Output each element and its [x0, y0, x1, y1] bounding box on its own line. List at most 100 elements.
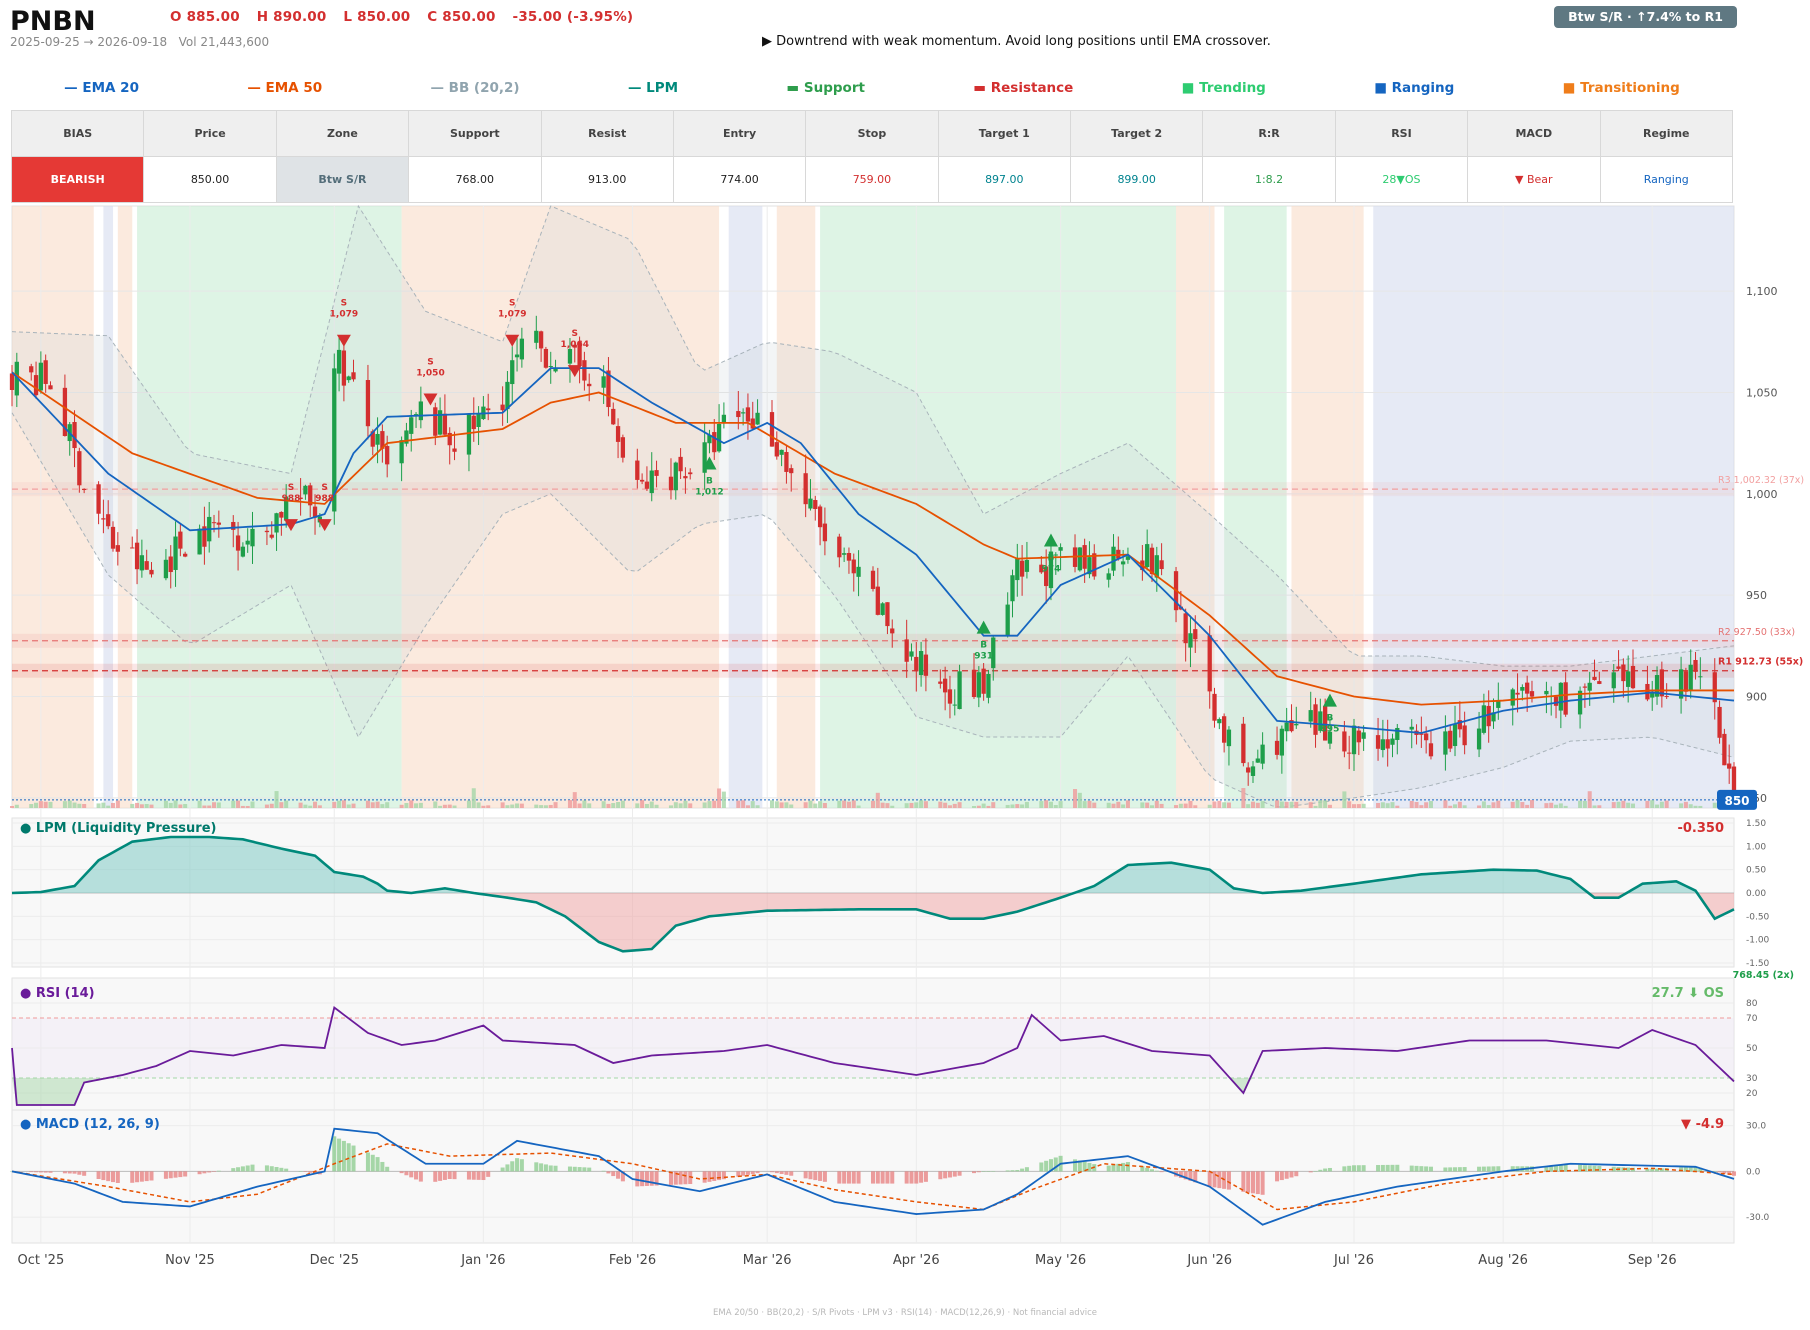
macd-histogram-bar	[750, 1171, 755, 1174]
macd-histogram-bar	[741, 1171, 746, 1176]
candle-body	[986, 673, 991, 698]
candle-body	[1274, 740, 1280, 755]
macd-histogram-bar	[774, 1171, 779, 1174]
volume-bar	[1664, 800, 1669, 808]
volume-bar	[1525, 804, 1530, 808]
sell-signal-value: 1,064	[561, 340, 589, 350]
volume-bar	[298, 802, 303, 808]
macd-histogram-bar	[183, 1171, 188, 1177]
macd-histogram-bar	[466, 1171, 471, 1180]
volume-bar	[1048, 801, 1053, 808]
candle-body	[433, 407, 438, 436]
volume-bar	[909, 802, 914, 808]
level-label: R1 912.73 (55x)	[1718, 657, 1803, 668]
candle-body	[644, 481, 650, 489]
candle-body	[77, 451, 82, 486]
macd-histogram-bar	[486, 1171, 491, 1177]
volume-bar	[183, 804, 188, 808]
macd-histogram-bar	[1477, 1166, 1482, 1172]
macd-histogram-bar	[1145, 1167, 1150, 1172]
volume-bar	[399, 804, 404, 808]
macd-line	[11, 1127, 1735, 1226]
volume-bar	[1592, 805, 1597, 808]
volume-bar	[577, 803, 582, 808]
volume-bar	[1453, 804, 1458, 808]
macd-histogram-bar	[1250, 1171, 1256, 1194]
candle-body	[856, 566, 861, 577]
macd-histogram-bar	[1294, 1171, 1299, 1177]
volume-bar	[846, 801, 851, 808]
candle-body	[1587, 682, 1592, 691]
macd-histogram-bar	[269, 1166, 274, 1172]
candle-body	[572, 344, 577, 348]
candle-body	[1125, 556, 1131, 560]
macd-histogram-bar	[1582, 1165, 1587, 1172]
candle-body	[654, 470, 659, 476]
macd-histogram-bar	[755, 1171, 760, 1174]
candle-body	[851, 559, 856, 574]
macd-histogram-bar	[1212, 1171, 1217, 1188]
volume-bar	[274, 791, 279, 808]
volume-bar	[1289, 801, 1294, 808]
macd-histogram-bar	[1039, 1162, 1044, 1172]
volume-bar	[822, 802, 827, 808]
macd-histogram-bar	[1140, 1166, 1145, 1172]
candle-body	[279, 511, 284, 518]
volume-bar	[779, 802, 784, 808]
candle-body	[774, 442, 779, 457]
legend-item: — EMA 50	[247, 80, 323, 96]
volume-bar	[308, 805, 313, 808]
regime-band-transitioning	[117, 206, 133, 808]
macd-histogram-bar	[842, 1171, 847, 1184]
candle-body	[1207, 635, 1212, 692]
macd-histogram-bar	[673, 1171, 678, 1185]
volume-bar	[1342, 791, 1347, 808]
macd-histogram-bar	[611, 1171, 616, 1177]
volume-bar	[1395, 805, 1400, 808]
volume-bar	[202, 805, 207, 808]
macd-histogram-bar	[231, 1168, 236, 1172]
macd-histogram-bar	[986, 1171, 991, 1172]
y-tick-label: -0.50	[1746, 912, 1770, 922]
table-value-cell: ▼ Bear	[1467, 156, 1601, 203]
macd-histogram-bar	[582, 1167, 587, 1172]
macd-histogram-bar	[149, 1171, 154, 1181]
macd-histogram-bar	[313, 1171, 318, 1174]
macd-histogram-bar	[1125, 1162, 1130, 1172]
volume-bar	[1380, 802, 1385, 808]
candle-body	[601, 376, 606, 388]
candle-body	[240, 546, 246, 557]
candle-body	[1361, 732, 1366, 739]
candle-body	[1294, 723, 1299, 726]
volume-bar	[1327, 804, 1332, 808]
candle-body	[1664, 696, 1669, 698]
macd-histogram-bar	[972, 1171, 977, 1174]
macd-histogram-bar	[543, 1164, 548, 1172]
candle-body	[1698, 676, 1703, 678]
macd-histogram-bar	[115, 1171, 120, 1184]
candle-body	[375, 433, 380, 445]
volume-bar	[750, 801, 755, 808]
volume-bar	[1424, 802, 1429, 808]
candle-body	[543, 348, 549, 368]
candle-body	[418, 401, 423, 421]
volume-bar	[115, 800, 120, 808]
macd-histogram-bar	[351, 1145, 356, 1172]
volume-bar	[500, 802, 505, 808]
x-tick-label: Aug '26	[1478, 1253, 1528, 1268]
candle-body	[789, 468, 794, 474]
volume-bar	[197, 800, 202, 808]
buy-signal-marker	[1043, 533, 1058, 547]
volume-bar	[269, 803, 274, 808]
volume-bar	[34, 802, 39, 808]
macd-histogram-bar	[1587, 1165, 1592, 1172]
volume-bar	[510, 804, 515, 808]
buy-signal-letter: B	[1327, 714, 1334, 724]
volume-bar	[111, 802, 116, 808]
signal-table: BIAS Price Zone Support Resist Entry Stop Targe…	[10, 110, 1733, 203]
candle-body	[1385, 739, 1390, 749]
bollinger-upper-line	[11, 204, 1735, 667]
volume-bar	[139, 804, 144, 808]
candle-body	[779, 449, 784, 455]
volume-bar	[106, 805, 111, 808]
